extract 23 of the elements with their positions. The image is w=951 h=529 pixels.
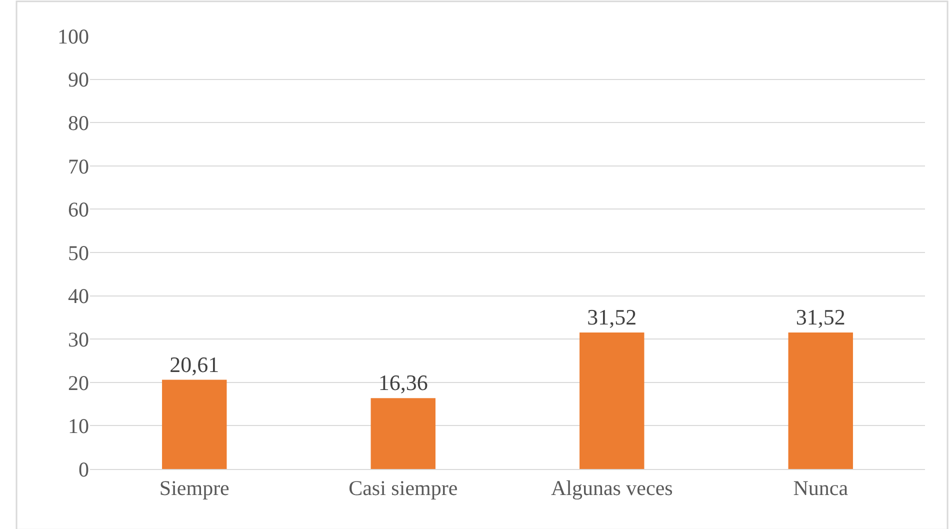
- data-label: 20,61: [170, 352, 220, 377]
- x-tick-label: Siempre: [159, 476, 230, 500]
- data-label: 31,52: [796, 304, 846, 330]
- x-tick-label: Casi siempre: [348, 476, 458, 500]
- y-tick-label: 70: [68, 154, 89, 178]
- bar: [370, 398, 436, 469]
- data-label: 31,52: [587, 304, 637, 330]
- y-tick-label: 90: [68, 68, 89, 92]
- y-tick-label: 40: [68, 284, 89, 308]
- x-tick-label: Nunca: [793, 476, 849, 500]
- y-tick-label: 30: [68, 327, 89, 352]
- y-tick-label: 80: [68, 110, 89, 135]
- data-label: 16,36: [378, 370, 428, 396]
- bar: [788, 332, 853, 469]
- y-tick-label: 100: [58, 24, 89, 48]
- y-tick-label: 10: [68, 414, 89, 438]
- bar: [162, 380, 227, 469]
- y-tick-label: 0: [78, 457, 89, 482]
- bar: [580, 332, 644, 469]
- y-tick-label: 50: [68, 240, 89, 265]
- x-tick-label: Algunas veces: [550, 476, 673, 500]
- y-tick-label: 20: [68, 370, 89, 395]
- y-tick-label: 60: [68, 198, 89, 222]
